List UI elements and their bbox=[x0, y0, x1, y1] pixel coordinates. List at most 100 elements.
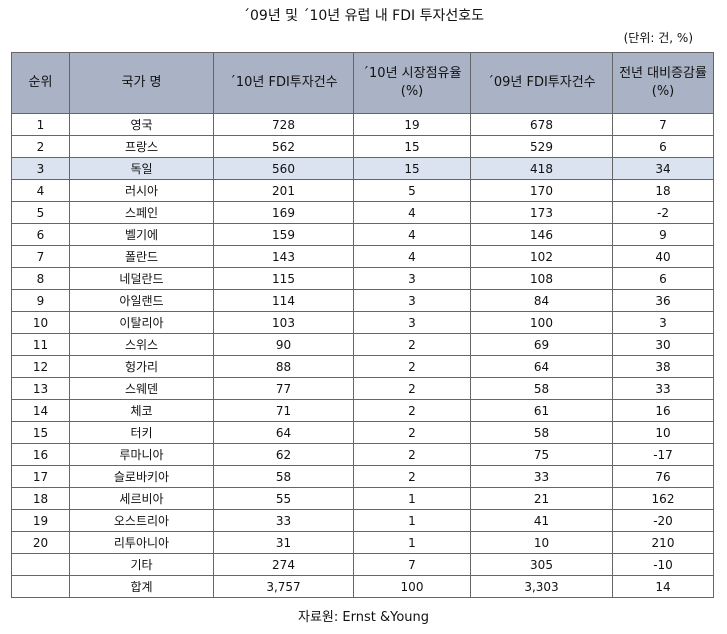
cell-fdi-2009: 69 bbox=[470, 333, 613, 356]
cell-rank: 10 bbox=[11, 311, 70, 334]
cell-change: 14 bbox=[612, 575, 714, 598]
cell-change: 38 bbox=[612, 355, 714, 378]
cell-rank: 11 bbox=[11, 333, 70, 356]
cell-country: 리투아니아 bbox=[69, 531, 214, 554]
cell-change: 9 bbox=[612, 223, 714, 246]
cell-share-2010: 2 bbox=[353, 421, 471, 444]
cell-fdi-2009: 64 bbox=[470, 355, 613, 378]
cell-rank bbox=[11, 553, 70, 576]
cell-change: -20 bbox=[612, 509, 714, 532]
table-header: 순위 국가 명 ´10년 FDI투자건수 ´10년 시장점유율 (%) ´09년… bbox=[11, 52, 714, 114]
cell-fdi-2010: 31 bbox=[213, 531, 354, 554]
table-row: 3 독일 560 15 418 34 bbox=[11, 157, 714, 180]
cell-change: 3 bbox=[612, 311, 714, 334]
cell-fdi-2009: 305 bbox=[470, 553, 613, 576]
table-row: 13 스웨덴 77 2 58 33 bbox=[11, 377, 714, 400]
cell-rank: 1 bbox=[11, 113, 70, 136]
cell-rank: 15 bbox=[11, 421, 70, 444]
cell-share-2010: 7 bbox=[353, 553, 471, 576]
cell-share-2010: 2 bbox=[353, 355, 471, 378]
table-row: 1 영국 728 19 678 7 bbox=[11, 113, 714, 136]
cell-fdi-2009: 146 bbox=[470, 223, 613, 246]
table-row: 14 체코 71 2 61 16 bbox=[11, 399, 714, 422]
table-row: 4 러시아 201 5 170 18 bbox=[11, 179, 714, 202]
cell-share-2010: 15 bbox=[353, 157, 471, 180]
cell-change: 76 bbox=[612, 465, 714, 488]
cell-fdi-2010: 88 bbox=[213, 355, 354, 378]
header-country: 국가 명 bbox=[69, 52, 214, 114]
table-row: 12 헝가리 88 2 64 38 bbox=[11, 355, 714, 378]
table-row: 8 네덜란드 115 3 108 6 bbox=[11, 267, 714, 290]
cell-change: 10 bbox=[612, 421, 714, 444]
cell-country: 폴란드 bbox=[69, 245, 214, 268]
cell-rank bbox=[11, 575, 70, 598]
cell-fdi-2010: 55 bbox=[213, 487, 354, 510]
cell-fdi-2009: 3,303 bbox=[470, 575, 613, 598]
cell-fdi-2010: 77 bbox=[213, 377, 354, 400]
cell-share-2010: 1 bbox=[353, 487, 471, 510]
table-title: ´09년 및 ´10년 유럽 내 FDI 투자선호도 bbox=[243, 8, 484, 24]
header-rank: 순위 bbox=[11, 52, 70, 114]
cell-fdi-2010: 274 bbox=[213, 553, 354, 576]
cell-fdi-2009: 21 bbox=[470, 487, 613, 510]
cell-fdi-2010: 58 bbox=[213, 465, 354, 488]
cell-fdi-2009: 75 bbox=[470, 443, 613, 466]
cell-share-2010: 3 bbox=[353, 311, 471, 334]
cell-change: 40 bbox=[612, 245, 714, 268]
cell-country: 영국 bbox=[69, 113, 214, 136]
cell-share-2010: 2 bbox=[353, 377, 471, 400]
cell-share-2010: 1 bbox=[353, 509, 471, 532]
header-fdi-2009: ´09년 FDI투자건수 bbox=[470, 52, 613, 114]
cell-fdi-2009: 108 bbox=[470, 267, 613, 290]
table-row: 17 슬로바키아 58 2 33 76 bbox=[11, 465, 714, 488]
cell-change: 7 bbox=[612, 113, 714, 136]
cell-country: 합계 bbox=[69, 575, 214, 598]
cell-change: 210 bbox=[612, 531, 714, 554]
table-row: 합계 3,757 100 3,303 14 bbox=[11, 575, 714, 598]
cell-change: 36 bbox=[612, 289, 714, 312]
cell-country: 스웨덴 bbox=[69, 377, 214, 400]
cell-fdi-2010: 3,757 bbox=[213, 575, 354, 598]
cell-rank: 13 bbox=[11, 377, 70, 400]
cell-rank: 8 bbox=[11, 267, 70, 290]
table-row: 9 아일랜드 114 3 84 36 bbox=[11, 289, 714, 312]
cell-rank: 17 bbox=[11, 465, 70, 488]
cell-fdi-2010: 33 bbox=[213, 509, 354, 532]
table-row: 6 벨기에 159 4 146 9 bbox=[11, 223, 714, 246]
cell-share-2010: 4 bbox=[353, 223, 471, 246]
table-row: 15 터키 64 2 58 10 bbox=[11, 421, 714, 444]
cell-share-2010: 15 bbox=[353, 135, 471, 158]
cell-country: 이탈리아 bbox=[69, 311, 214, 334]
cell-country: 독일 bbox=[69, 157, 214, 180]
cell-share-2010: 3 bbox=[353, 267, 471, 290]
source-note: 자료원: Ernst &Young bbox=[298, 610, 429, 625]
cell-change: -10 bbox=[612, 553, 714, 576]
cell-fdi-2010: 728 bbox=[213, 113, 354, 136]
cell-fdi-2009: 41 bbox=[470, 509, 613, 532]
cell-fdi-2009: 100 bbox=[470, 311, 613, 334]
cell-change: 33 bbox=[612, 377, 714, 400]
cell-rank: 19 bbox=[11, 509, 70, 532]
cell-fdi-2010: 64 bbox=[213, 421, 354, 444]
cell-fdi-2010: 143 bbox=[213, 245, 354, 268]
cell-fdi-2010: 115 bbox=[213, 267, 354, 290]
table-body: 1 영국 728 19 678 7 2 프랑스 562 15 529 6 3 독일 560 15 418 34 4 러… bbox=[11, 113, 714, 598]
table-row: 7 폴란드 143 4 102 40 bbox=[11, 245, 714, 268]
cell-change: 16 bbox=[612, 399, 714, 422]
cell-country: 스페인 bbox=[69, 201, 214, 224]
cell-share-2010: 4 bbox=[353, 201, 471, 224]
cell-rank: 16 bbox=[11, 443, 70, 466]
cell-fdi-2009: 33 bbox=[470, 465, 613, 488]
cell-fdi-2009: 170 bbox=[470, 179, 613, 202]
cell-country: 루마니아 bbox=[69, 443, 214, 466]
cell-country: 슬로바키아 bbox=[69, 465, 214, 488]
cell-change: 162 bbox=[612, 487, 714, 510]
cell-fdi-2010: 560 bbox=[213, 157, 354, 180]
cell-country: 오스트리아 bbox=[69, 509, 214, 532]
cell-country: 러시아 bbox=[69, 179, 214, 202]
cell-fdi-2010: 169 bbox=[213, 201, 354, 224]
cell-fdi-2009: 58 bbox=[470, 377, 613, 400]
cell-share-2010: 3 bbox=[353, 289, 471, 312]
header-change: 전년 대비증감률(%) bbox=[612, 52, 714, 114]
header-row: 순위 국가 명 ´10년 FDI투자건수 ´10년 시장점유율 (%) ´09년… bbox=[11, 52, 714, 114]
